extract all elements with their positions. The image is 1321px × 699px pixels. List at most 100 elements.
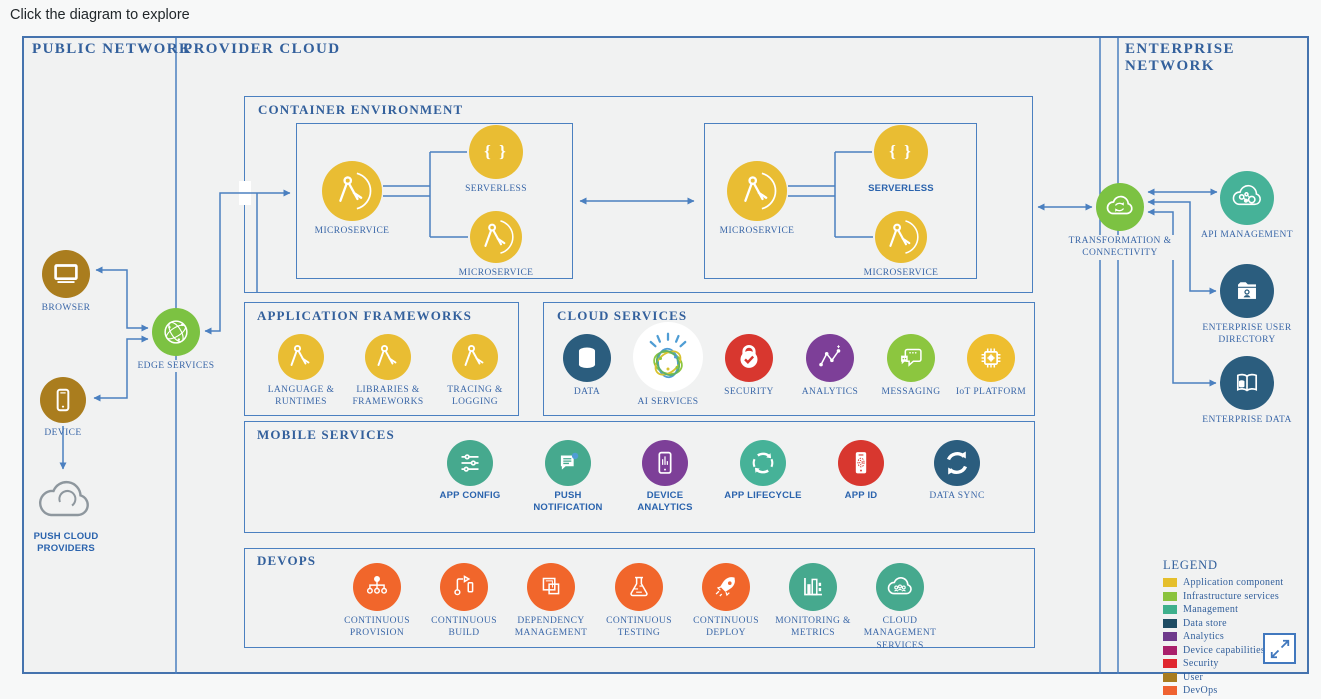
database-icon xyxy=(563,334,611,382)
chat-bubbles-icon xyxy=(887,334,935,382)
cloud-outline-icon xyxy=(11,476,121,527)
node-push-cloud-providers[interactable]: PUSH CLOUD PROVIDERS xyxy=(11,476,121,556)
node-microservice-right-2[interactable]: MICROSERVICE xyxy=(846,211,956,279)
legend-swatch-analytics xyxy=(1163,632,1177,641)
node-cloud-management-services[interactable]: CLOUD MANAGEMENT SERVICES xyxy=(845,563,955,652)
legend-swatch-management xyxy=(1163,605,1177,614)
node-app-lifecycle[interactable]: APP LIFECYCLE xyxy=(708,440,818,502)
node-continuous-build[interactable]: CONTINUOUS BUILD xyxy=(409,563,519,640)
section-title-cloud-services: CLOUD SERVICES xyxy=(557,308,688,323)
node-device[interactable]: DEVICE xyxy=(8,377,118,439)
compass-icon xyxy=(452,334,498,380)
chip-icon xyxy=(967,334,1015,382)
node-microservice-left-main[interactable]: MICROSERVICE xyxy=(297,161,407,237)
legend-row: Data store xyxy=(1163,618,1283,629)
node-enterprise-data[interactable]: ENTERPRISE DATA xyxy=(1192,356,1302,426)
node-api-management[interactable]: API MANAGEMENT xyxy=(1192,171,1302,241)
node-data-sync[interactable]: DATA SYNC xyxy=(902,440,1012,502)
node-data[interactable]: DATA xyxy=(532,334,642,398)
lifecycle-arrows-icon xyxy=(740,440,786,486)
legend-row: Analytics xyxy=(1163,631,1283,642)
node-microservice-left-2[interactable]: MICROSERVICE xyxy=(441,211,551,279)
node-continuous-provision[interactable]: CONTINUOUS PROVISION xyxy=(322,563,432,640)
node-continuous-testing[interactable]: CONTINUOUS TESTING xyxy=(584,563,694,640)
expand-arrows-icon xyxy=(1270,639,1289,658)
expand-fullscreen-button[interactable] xyxy=(1263,633,1296,664)
node-dependency-management[interactable]: DEPENDENCY MANAGEMENT xyxy=(496,563,606,640)
legend-row: Management xyxy=(1163,604,1283,615)
bar-chart-icon xyxy=(789,563,837,611)
node-push-notification[interactable]: PUSH NOTIFICATION xyxy=(513,440,623,515)
cloud-sync-icon xyxy=(1096,183,1144,231)
container-cluster-left-box[interactable] xyxy=(296,123,573,279)
cloud-nodes-icon xyxy=(1220,171,1274,225)
cloud-services-box[interactable] xyxy=(543,302,1035,416)
rocket-icon xyxy=(702,563,750,611)
globe-network-icon xyxy=(152,308,200,356)
node-libraries-frameworks[interactable]: LIBRARIES & FRAMEWORKS xyxy=(333,334,443,409)
node-enterprise-user-directory[interactable]: ENTERPRISE USER DIRECTORY xyxy=(1192,264,1302,347)
node-app-config[interactable]: APP CONFIG xyxy=(415,440,525,502)
page-title: Click the diagram to explore xyxy=(10,7,190,23)
node-ai-services[interactable]: AI SERVICES xyxy=(613,322,723,408)
legend-title: LEGEND xyxy=(1163,558,1218,572)
legend-swatch-device-capabilities xyxy=(1163,645,1177,655)
node-security[interactable]: SECURITY xyxy=(694,334,804,398)
line-chart-icon xyxy=(806,334,854,382)
org-tree-icon xyxy=(353,563,401,611)
region-title-public-network: PUBLIC NETWORK xyxy=(32,41,193,57)
node-microservice-right-main[interactable]: MICROSERVICE xyxy=(702,161,812,237)
node-edge-services[interactable]: EDGE SERVICES xyxy=(121,308,231,373)
serverless-braces-icon: { } xyxy=(874,125,928,179)
node-messaging[interactable]: MESSAGING xyxy=(856,334,966,398)
legend-row: Application component xyxy=(1163,577,1283,588)
book-database-icon xyxy=(1220,356,1274,410)
node-device-analytics[interactable]: DEVICE ANALYTICS xyxy=(610,440,720,515)
ai-neural-ball-icon xyxy=(633,322,703,392)
sliders-icon xyxy=(447,440,493,486)
section-title-application-frameworks: APPLICATION FRAMEWORKS xyxy=(257,308,472,323)
microservice-compass-icon xyxy=(470,211,522,263)
flask-icon xyxy=(615,563,663,611)
application-frameworks-box[interactable] xyxy=(244,302,519,416)
node-transformation-connectivity[interactable]: TRANSFORMATION & CONNECTIVITY xyxy=(1065,183,1175,260)
node-serverless-right[interactable]: { } SERVERLESS xyxy=(846,125,956,195)
sync-arrows-icon xyxy=(934,440,980,486)
lock-check-icon xyxy=(725,334,773,382)
region-title-enterprise-network: ENTERPRISE NETWORK xyxy=(1125,41,1235,74)
legend-row: Security xyxy=(1163,658,1283,669)
node-monitoring-metrics[interactable]: MONITORING & METRICS xyxy=(758,563,868,640)
node-tracing-logging[interactable]: TRACING & LOGGING xyxy=(420,334,530,409)
devops-box[interactable] xyxy=(244,548,1035,648)
mobile-services-box[interactable] xyxy=(244,421,1035,533)
notification-bubble-icon xyxy=(545,440,591,486)
microservice-compass-icon xyxy=(322,161,382,221)
microservice-compass-icon xyxy=(727,161,787,221)
microservice-compass-icon xyxy=(875,211,927,263)
serverless-braces-icon: { } xyxy=(469,125,523,179)
stacked-squares-icon xyxy=(527,563,575,611)
legend-swatch-security xyxy=(1163,659,1177,668)
build-pipeline-icon xyxy=(440,563,488,611)
legend-row: User xyxy=(1163,672,1283,683)
legend-row: Infrastructure services xyxy=(1163,591,1283,602)
legend-row: DevOps xyxy=(1163,685,1283,696)
node-analytics[interactable]: ANALYTICS xyxy=(775,334,885,398)
legend-swatch-devops xyxy=(1163,686,1177,695)
legend-swatch-infrastructure-services xyxy=(1163,591,1177,601)
compass-icon xyxy=(278,334,324,380)
phone-fingerprint-icon xyxy=(838,440,884,486)
section-title-devops: DEVOPS xyxy=(257,553,317,568)
phone-analytics-icon xyxy=(642,440,688,486)
legend-swatch-user xyxy=(1163,672,1177,682)
container-cluster-right-box[interactable] xyxy=(704,123,977,279)
node-continuous-deploy[interactable]: CONTINUOUS DEPLOY xyxy=(671,563,781,640)
node-language-runtimes[interactable]: LANGUAGE & RUNTIMES xyxy=(246,334,356,409)
node-browser[interactable]: BROWSER xyxy=(11,250,121,314)
monitor-icon xyxy=(42,250,90,298)
node-serverless-left[interactable]: { } SERVERLESS xyxy=(441,125,551,195)
section-title-mobile-services: MOBILE SERVICES xyxy=(257,427,395,442)
node-app-id[interactable]: APP ID xyxy=(806,440,916,502)
cloud-users-icon xyxy=(876,563,924,611)
node-iot-platform[interactable]: IoT PLATFORM xyxy=(936,334,1046,398)
